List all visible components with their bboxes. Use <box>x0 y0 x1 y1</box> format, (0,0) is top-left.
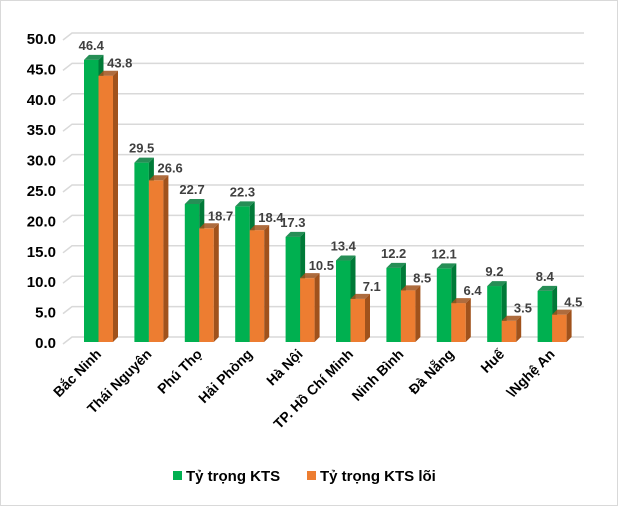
data-label: 22.7 <box>179 182 204 197</box>
data-label: 10.5 <box>309 258 334 273</box>
data-label: 9.2 <box>485 264 503 279</box>
data-label: 17.3 <box>280 215 305 230</box>
y-tick-label: 45.0 <box>27 61 56 78</box>
x-tick-label: Hà Nội <box>263 346 306 389</box>
y-tick-label: 5.0 <box>35 305 56 322</box>
x-tick-label: Ninh Bình <box>348 346 406 404</box>
gridline <box>62 245 584 254</box>
legend-label: Tỷ trọng KTS <box>186 468 280 485</box>
y-tick-label: 50.0 <box>27 31 56 48</box>
x-tick-label: Phú Thọ <box>154 346 205 397</box>
y-tick-label: 40.0 <box>27 92 56 109</box>
bar-kts-loi <box>300 273 320 342</box>
data-label: 4.5 <box>564 295 582 310</box>
data-label: 18.4 <box>258 210 284 225</box>
data-label: 12.1 <box>431 246 456 261</box>
data-label: 3.5 <box>514 301 532 316</box>
data-label: 26.6 <box>157 160 182 175</box>
bar-kts-loi <box>400 285 421 342</box>
bar-kts-loi <box>148 175 169 342</box>
gridline <box>62 275 584 284</box>
bar-kts-loi <box>249 225 270 342</box>
data-label: 46.4 <box>79 38 105 53</box>
data-label: 8.5 <box>413 270 431 285</box>
gridline <box>62 153 584 163</box>
x-tick-label: \Nghệ An <box>503 346 557 400</box>
data-label: 18.7 <box>208 208 233 223</box>
x-tick-label: Đà Nẵng <box>405 345 457 397</box>
bar-kts-loi <box>552 309 572 342</box>
x-tick-label: Hải Phòng <box>195 346 255 406</box>
bar-kts-loi <box>350 293 370 342</box>
gridline <box>62 32 584 41</box>
data-label: 12.2 <box>381 246 406 261</box>
data-label: 22.3 <box>230 184 255 199</box>
gridline <box>62 123 584 132</box>
legend-label: Tỷ trọng KTS lõi <box>320 468 436 485</box>
bar-kts-loi <box>98 70 118 343</box>
x-tick-label: Huế <box>477 346 507 376</box>
data-label: 13.4 <box>331 239 357 254</box>
bar-kts-loi <box>199 223 219 342</box>
y-tick-label: 25.0 <box>27 183 56 200</box>
legend-swatch <box>173 471 182 480</box>
y-tick-label: 30.0 <box>27 153 56 170</box>
y-tick-label: 20.0 <box>27 213 56 230</box>
data-label: 8.4 <box>536 269 555 284</box>
bar-kts-loi <box>451 298 471 342</box>
y-tick-label: 15.0 <box>27 244 56 261</box>
data-label: 29.5 <box>129 141 154 156</box>
data-label: 7.1 <box>363 279 381 294</box>
gridline <box>62 184 584 193</box>
bar-kts-loi <box>501 315 522 342</box>
legend-swatch <box>307 471 316 480</box>
data-label: 6.4 <box>464 283 483 298</box>
gridline <box>62 93 584 102</box>
gridline <box>62 62 584 71</box>
data-label: 43.8 <box>107 56 132 71</box>
y-tick-label: 0.0 <box>35 335 56 352</box>
y-tick-label: 35.0 <box>27 122 56 139</box>
gridline <box>62 214 584 223</box>
y-tick-label: 10.0 <box>27 274 56 291</box>
